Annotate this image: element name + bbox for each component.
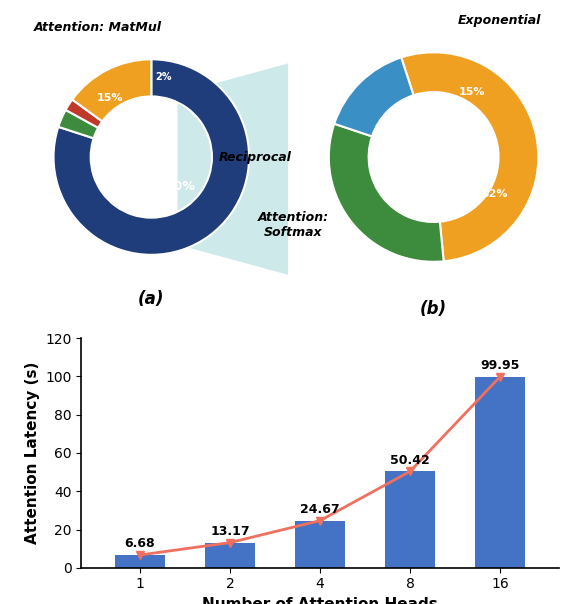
Text: 32%: 32% — [481, 188, 508, 199]
Text: Attention:
Softmax: Attention: Softmax — [257, 211, 329, 239]
Text: Reciprocal: Reciprocal — [219, 150, 292, 164]
Text: Attention: MatMul: Attention: MatMul — [34, 21, 162, 34]
Wedge shape — [66, 100, 102, 128]
Text: 54%: 54% — [408, 156, 438, 169]
Text: 24.67: 24.67 — [300, 503, 340, 516]
Bar — [385, 471, 435, 568]
Bar — [475, 376, 525, 568]
Wedge shape — [54, 59, 249, 255]
Y-axis label: Attention Latency (s): Attention Latency (s) — [25, 362, 40, 544]
Bar — [295, 521, 345, 568]
Bar — [115, 555, 165, 568]
Text: 6.68: 6.68 — [125, 537, 155, 550]
Text: (b): (b) — [420, 300, 447, 318]
Wedge shape — [401, 53, 538, 262]
Wedge shape — [334, 57, 414, 137]
Text: 50.42: 50.42 — [391, 454, 430, 466]
Text: 2%: 2% — [155, 72, 171, 82]
Text: 99.95: 99.95 — [481, 359, 520, 372]
Text: (a): (a) — [138, 290, 165, 307]
Text: 15%: 15% — [97, 94, 123, 103]
Text: Exponential: Exponential — [457, 14, 541, 27]
X-axis label: Number of Attention Heads: Number of Attention Heads — [202, 597, 438, 604]
Wedge shape — [58, 110, 98, 138]
Text: 13.17: 13.17 — [210, 525, 250, 538]
Wedge shape — [72, 59, 151, 121]
Wedge shape — [329, 124, 443, 262]
Bar — [205, 542, 255, 568]
Text: 15%: 15% — [459, 87, 485, 97]
Text: 2%: 2% — [89, 144, 106, 154]
Text: 80%: 80% — [166, 180, 196, 193]
